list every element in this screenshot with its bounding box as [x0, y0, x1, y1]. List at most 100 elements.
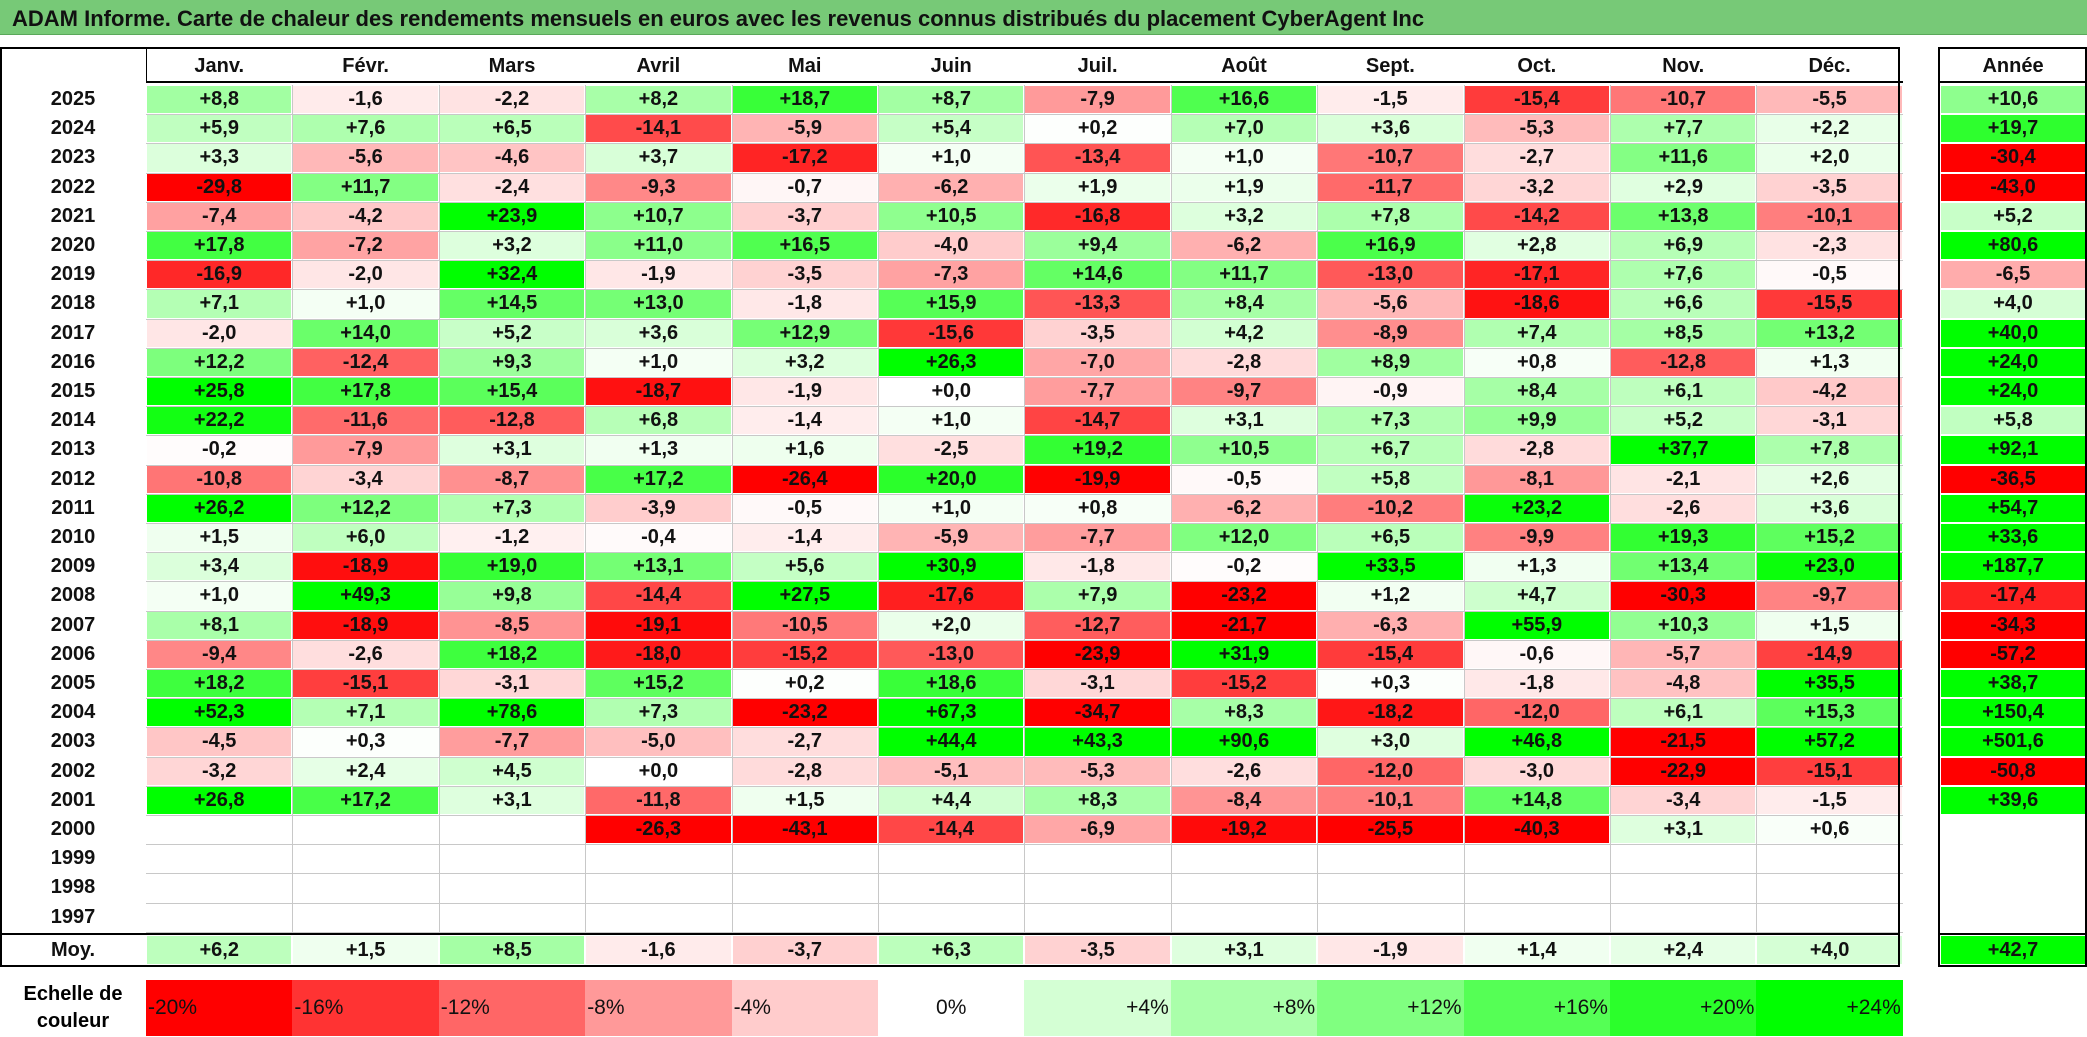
- heatmap-cell: +6,7: [1318, 436, 1463, 464]
- legend-swatch: -4%: [731, 980, 878, 1036]
- heatmap-cell: +7,1: [147, 290, 292, 318]
- heatmap-cell: +1,0: [879, 494, 1024, 522]
- heatmap-cell: +8,7: [879, 86, 1024, 114]
- heatmap-cell: [1025, 874, 1170, 902]
- heatmap-cell: +3,6: [1757, 494, 1902, 522]
- heatmap-cell: -3,0: [1464, 757, 1609, 785]
- heatmap-cell: -5,6: [293, 144, 438, 172]
- heatmap-cell: -5,0: [586, 728, 731, 756]
- heatmap-cell: -3,2: [1464, 173, 1609, 201]
- grid-line: [1463, 85, 1465, 932]
- heatmap-cell: -7,3: [879, 261, 1024, 289]
- annual-cell: +150,4: [1941, 699, 2085, 727]
- year-label: 2023: [50, 146, 96, 169]
- heatmap-cell: -40,3: [1464, 816, 1609, 844]
- annual-cell: +19,7: [1941, 115, 2085, 143]
- heatmap-cell: -5,9: [732, 115, 877, 143]
- heatmap-cell: -0,2: [1171, 553, 1317, 581]
- year-label: 2021: [50, 204, 96, 227]
- legend-swatch: +20%: [1610, 980, 1757, 1036]
- grid-line: [1170, 85, 1172, 932]
- grid-line: [1610, 85, 1611, 932]
- heatmap-cell: +3,3: [147, 144, 292, 172]
- annual-cell: +24,0: [1941, 378, 2085, 406]
- annual-cell: +54,7: [1941, 494, 2085, 522]
- heatmap-cell: +7,3: [586, 699, 731, 727]
- average-annual-cell: +42,7: [1941, 936, 2085, 964]
- heatmap-cell: -18,9: [293, 553, 438, 581]
- grid-line: [438, 85, 440, 932]
- heatmap-cell: +3,2: [1171, 202, 1317, 230]
- heatmap-cell: +8,4: [1464, 378, 1609, 406]
- legend-swatch: +8%: [1170, 980, 1318, 1036]
- year-label: 2000: [50, 818, 96, 840]
- heatmap-cell: +14,8: [1464, 786, 1609, 814]
- heatmap-cell: -8,9: [1318, 319, 1463, 347]
- month-header: Juil.: [1024, 49, 1171, 83]
- heatmap-cell: +7,1: [293, 699, 438, 727]
- heatmap-cell: [1464, 903, 1609, 931]
- heatmap-cell: -0,9: [1318, 378, 1463, 406]
- heatmap-cell: -3,4: [293, 465, 438, 493]
- average-cell: -1,6: [586, 936, 731, 964]
- year-column-separator: [146, 49, 147, 83]
- heatmap-cell: +7,8: [1318, 202, 1463, 230]
- heatmap-cell: -6,2: [1171, 494, 1317, 522]
- heatmap-cell: +0,3: [1318, 670, 1463, 698]
- heatmap-cell: -16,8: [1025, 202, 1170, 230]
- heatmap-cell: +6,8: [586, 407, 731, 435]
- heatmap-cell: -5,9: [879, 524, 1024, 552]
- heatmap-cell: +17,2: [293, 786, 438, 814]
- heatmap-cell: -15,1: [1757, 757, 1902, 785]
- heatmap-cell: [439, 874, 585, 902]
- heatmap-cell: -7,7: [1025, 524, 1170, 552]
- chart-title: ADAM Informe. Carte de chaleur des rende…: [0, 0, 2087, 35]
- heatmap-cell: -3,5: [1025, 319, 1170, 347]
- heatmap-cell: +1,0: [147, 582, 292, 610]
- heatmap-cell: +11,7: [293, 173, 438, 201]
- grid-line: [292, 85, 294, 932]
- annual-cell: +39,6: [1941, 786, 2085, 814]
- heatmap-cell: +4,7: [1464, 582, 1609, 610]
- heatmap-cell: -7,4: [147, 202, 292, 230]
- heatmap-cell: +7,7: [1611, 115, 1756, 143]
- heatmap-cell: [732, 903, 877, 931]
- heatmap-cell: +9,8: [439, 582, 585, 610]
- heatmap-cell: +26,3: [879, 348, 1024, 376]
- year-label: 2016: [50, 350, 96, 373]
- heatmap-cell: -34,7: [1025, 699, 1170, 727]
- heatmap-cell: +8,8: [147, 86, 292, 114]
- month-header: Nov.: [1610, 49, 1757, 83]
- heatmap-cell: [293, 845, 438, 873]
- heatmap-cell: +17,8: [147, 232, 292, 260]
- heatmap-cell: [1318, 903, 1463, 931]
- annual-cell: +4,0: [1941, 290, 2085, 318]
- heatmap-cell: -3,1: [1757, 407, 1902, 435]
- heatmap-cell: +16,6: [1171, 86, 1317, 114]
- heatmap-cell: -19,9: [1025, 465, 1170, 493]
- year-label: 2005: [50, 672, 96, 694]
- heatmap-cell: -13,0: [1318, 261, 1463, 289]
- annual-cell: -43,0: [1941, 173, 2085, 201]
- heatmap-cell: -18,9: [293, 611, 438, 639]
- heatmap-cell: [1611, 874, 1756, 902]
- month-header: Janv.: [146, 49, 293, 83]
- heatmap-cell: -0,5: [732, 494, 877, 522]
- heatmap-cell: +49,3: [293, 582, 438, 610]
- heatmap-cell: [879, 845, 1024, 873]
- month-header: Déc.: [1756, 49, 1903, 83]
- heatmap-cell: -2,0: [293, 261, 438, 289]
- heatmap-cell: -0,5: [1757, 261, 1902, 289]
- heatmap-cell: [586, 845, 731, 873]
- year-label: 2017: [50, 321, 96, 344]
- legend-swatch: +12%: [1317, 980, 1464, 1036]
- heatmap-cell: -5,1: [879, 757, 1024, 785]
- heatmap-cell: -22,9: [1611, 757, 1756, 785]
- average-cell: +8,5: [439, 936, 585, 964]
- heatmap-cell: +3,6: [586, 319, 731, 347]
- heatmap-cell: +22,2: [147, 407, 292, 435]
- year-label: 2014: [50, 409, 96, 432]
- annual-cell: [1941, 903, 2085, 931]
- heatmap-cell: +5,8: [1318, 465, 1463, 493]
- legend-swatch: -16%: [292, 980, 439, 1036]
